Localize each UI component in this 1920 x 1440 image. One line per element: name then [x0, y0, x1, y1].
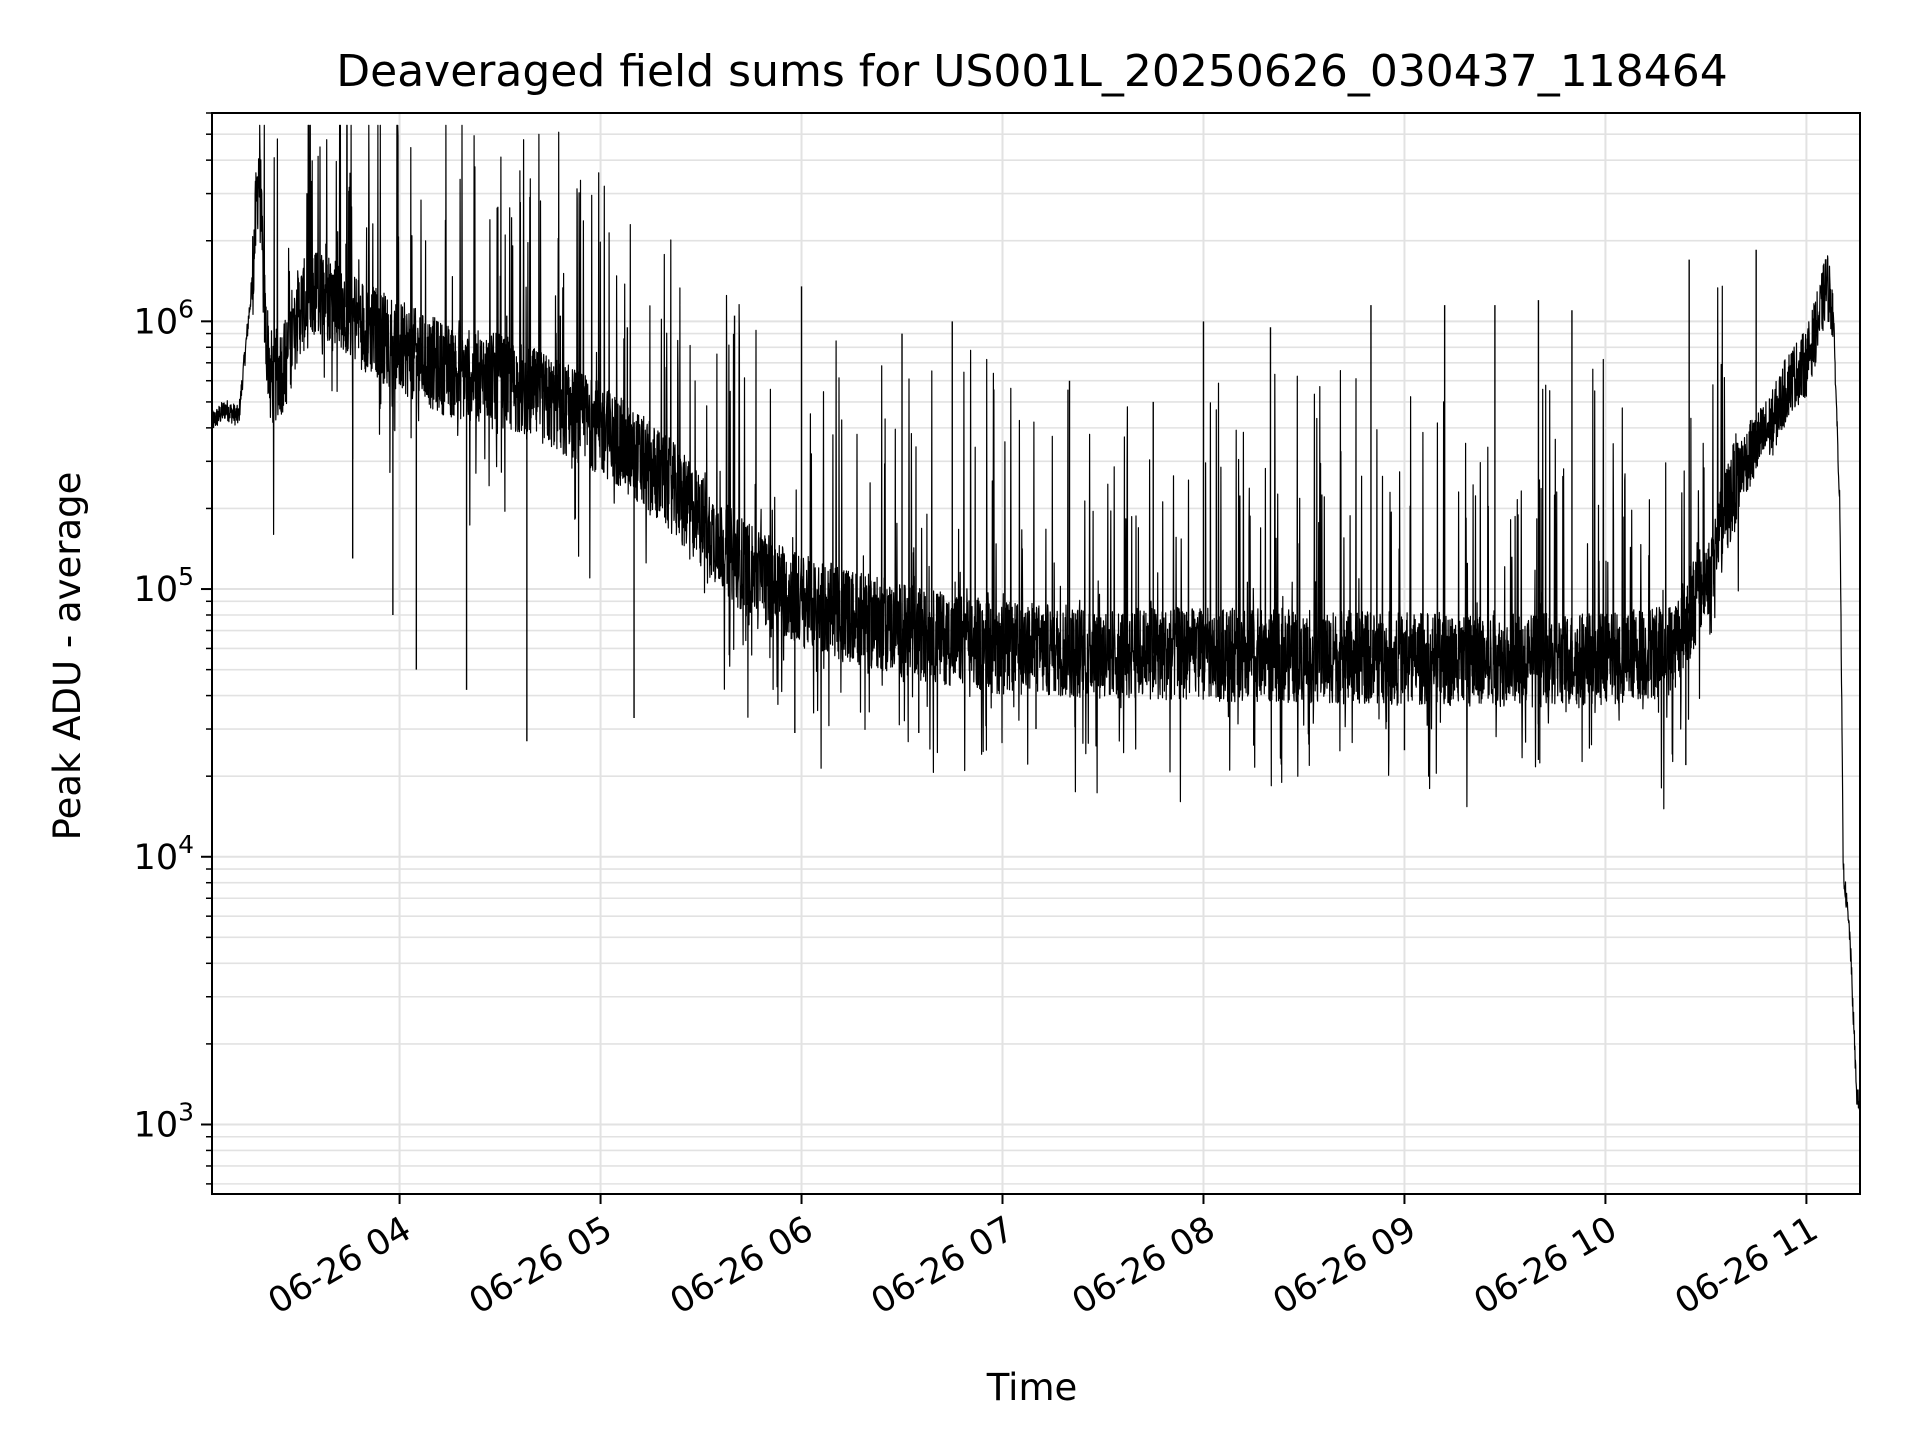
y-tick-label: 104	[134, 830, 194, 878]
y-axis-label: Peak ADU - average	[46, 472, 89, 841]
y-tick-label: 105	[134, 562, 194, 610]
y-tick-label: 106	[134, 294, 194, 342]
series-line	[211, 124, 1861, 1111]
y-tick-label: 103	[134, 1097, 194, 1145]
data-layer	[211, 124, 1861, 1111]
plot-frame	[211, 112, 1861, 1195]
x-axis-label: Time	[986, 1366, 1078, 1409]
chart-title: Deaveraged field sums for US001L_2025062…	[336, 46, 1728, 97]
